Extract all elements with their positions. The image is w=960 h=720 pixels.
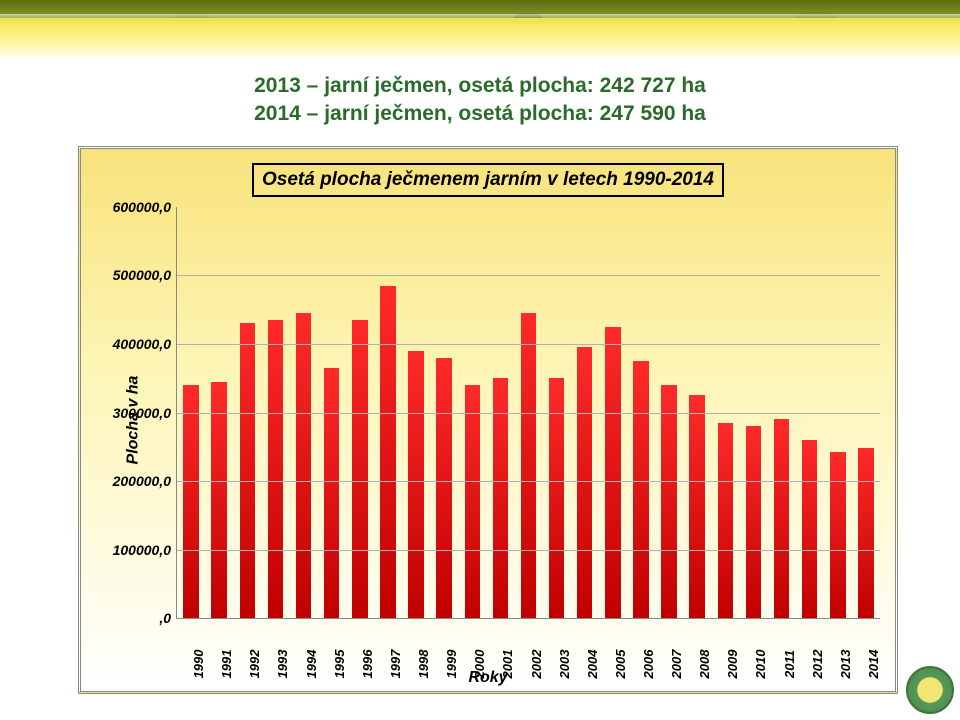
y-tick-label: 200000,0: [113, 473, 177, 489]
gridline: [177, 481, 880, 482]
chart-container: Osetá plocha ječmenem jarním v letech 19…: [78, 146, 898, 694]
y-tick-label: ,0: [159, 610, 177, 626]
x-tick-label: 2004: [585, 650, 600, 679]
page-title: 2013 – jarní ječmen, osetá plocha: 242 7…: [0, 72, 960, 129]
x-tick-label: 1991: [219, 650, 234, 679]
y-tick-label: 500000,0: [113, 267, 177, 283]
chart-title: Osetá plocha ječmenem jarním v letech 19…: [252, 163, 724, 197]
bar: [746, 426, 761, 618]
bar: [352, 320, 367, 618]
x-tick-label: 2011: [782, 650, 797, 678]
bar: [718, 423, 733, 618]
bar: [324, 368, 339, 618]
title-line-1: 2013 – jarní ječmen, osetá plocha: 242 7…: [120, 72, 840, 100]
x-tick-label: 2013: [838, 650, 853, 679]
y-tick-label: 100000,0: [113, 542, 177, 558]
bar: [211, 382, 226, 618]
x-tick-label: 2006: [641, 650, 656, 679]
gridline: [177, 413, 880, 414]
title-line-2: 2014 – jarní ječmen, osetá plocha: 247 5…: [120, 100, 840, 128]
x-tick-label: 1998: [416, 650, 431, 679]
bar: [830, 452, 845, 618]
bar: [605, 327, 620, 618]
bar: [633, 361, 648, 618]
bar: [493, 378, 508, 618]
bar: [183, 385, 198, 618]
bar: [240, 323, 255, 618]
plot-area: 600000,0500000,0400000,0300000,0200000,0…: [176, 207, 880, 619]
x-tick-label: 2014: [866, 650, 881, 679]
gridline: [177, 344, 880, 345]
bar: [436, 358, 451, 618]
y-tick-label: 300000,0: [113, 405, 177, 421]
bar: [408, 351, 423, 618]
x-tick-label: 2007: [669, 650, 684, 679]
x-tick-label: 2003: [557, 650, 572, 679]
x-tick-label: 1996: [360, 650, 375, 679]
bar: [858, 448, 873, 618]
x-tick-label: 1992: [247, 650, 262, 679]
brand-logo: [906, 666, 954, 714]
x-tick-label: 1999: [444, 650, 459, 679]
x-tick-label: 2012: [810, 650, 825, 679]
bar: [549, 378, 564, 618]
x-tick-label: 2008: [697, 650, 712, 679]
bar: [268, 320, 283, 618]
y-tick-label: 600000,0: [113, 199, 177, 215]
x-tick-label: 1995: [332, 650, 347, 679]
x-tick-label: 1994: [304, 650, 319, 679]
bar: [521, 313, 536, 618]
bar: [689, 395, 704, 618]
x-tick-label: 2010: [753, 650, 768, 679]
bar: [577, 347, 592, 618]
gridline: [177, 550, 880, 551]
bar: [802, 440, 817, 618]
bar: [774, 419, 789, 618]
bar: [465, 385, 480, 618]
bar: [661, 385, 676, 618]
x-tick-label: 2002: [529, 650, 544, 679]
bar: [380, 286, 395, 618]
gridline: [177, 275, 880, 276]
x-axis-label: Roky: [468, 669, 507, 687]
x-tick-label: 1990: [191, 650, 206, 679]
x-tick-label: 1997: [388, 650, 403, 679]
x-tick-label: 1993: [275, 650, 290, 679]
decorative-banner: [0, 0, 960, 60]
x-tick-label: 2005: [613, 650, 628, 679]
bar: [296, 313, 311, 618]
y-tick-label: 400000,0: [113, 336, 177, 352]
x-tick-label: 2009: [725, 650, 740, 679]
